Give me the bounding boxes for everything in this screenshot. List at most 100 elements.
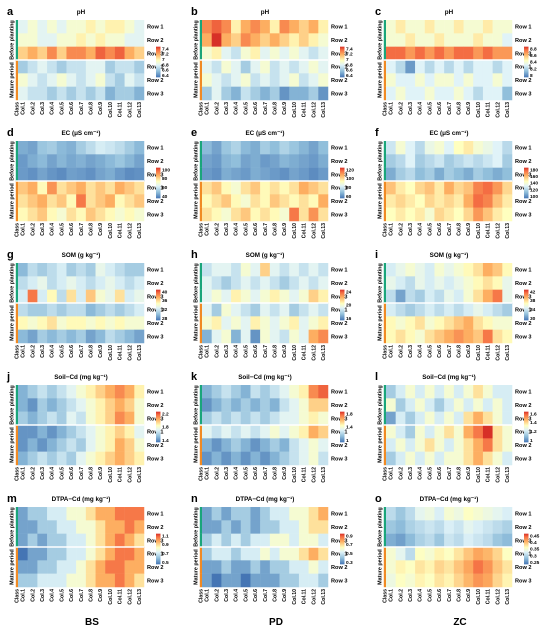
- heatmap-cell: [386, 560, 396, 574]
- heatmap-cell: [76, 425, 87, 439]
- column-label: Col.9: [466, 223, 472, 236]
- heatmap-cell: [250, 263, 261, 277]
- heatmap-cell: [105, 167, 116, 182]
- column-label: Class: [15, 223, 21, 237]
- heatmap-cell: [260, 46, 271, 61]
- heatmap-cell: [37, 276, 48, 290]
- column-label: Col.5: [243, 223, 249, 236]
- heatmap-cell: [211, 560, 222, 574]
- heatmap-cell: [95, 194, 106, 208]
- heatmap-cell: [47, 303, 58, 317]
- heatmap-cell: [415, 167, 426, 182]
- class-strip-cell: [199, 329, 202, 344]
- class-strip-cell: [15, 398, 18, 412]
- heatmap-cell: [27, 276, 38, 290]
- column-label: Col.5: [59, 223, 65, 236]
- heatmap-cell: [202, 507, 212, 521]
- heatmap-cell: [27, 438, 38, 452]
- heatmap-cell: [231, 154, 242, 168]
- legend-bar: [156, 289, 161, 321]
- class-strip-cell: [199, 520, 202, 534]
- heatmap-cell: [221, 425, 232, 439]
- heatmap-cell: [502, 411, 513, 426]
- heatmap-cell: [444, 73, 455, 87]
- heatmap-cell: [37, 46, 48, 61]
- heatmap-cell: [56, 46, 67, 61]
- legend-tick: 6.8: [162, 62, 169, 68]
- heatmap-cell: [231, 451, 242, 466]
- heatmap-cell: [124, 411, 135, 426]
- heatmap-cell: [386, 289, 396, 304]
- class-strip-cell: [15, 547, 18, 561]
- heatmap-cell: [211, 520, 222, 534]
- heatmap-cell: [134, 533, 145, 548]
- class-strip-cell: [383, 154, 386, 168]
- heatmap-cell: [231, 398, 242, 412]
- heatmap-cell: [114, 20, 125, 34]
- heatmap-cell: [27, 207, 38, 222]
- column-label: Col.12: [127, 589, 133, 605]
- heatmap-cell: [202, 289, 212, 304]
- column-label: Col.4: [234, 223, 240, 236]
- column-label: Class: [383, 467, 389, 481]
- panel-title: SOM (g kg⁻¹): [62, 252, 101, 259]
- heatmap-cell: [453, 520, 464, 534]
- row-label: Row 1: [515, 186, 531, 192]
- heatmap-cell: [415, 520, 426, 534]
- heatmap-cell: [318, 385, 329, 399]
- row-label: Row 1: [147, 552, 163, 558]
- heatmap-cell: [453, 263, 464, 277]
- column-label: Col.13: [505, 467, 511, 483]
- panel-title: EC (μS cm⁻¹): [61, 130, 100, 137]
- heatmap-cell: [211, 86, 222, 101]
- column-label: Col.9: [466, 467, 472, 480]
- heatmap-cell: [85, 46, 96, 61]
- heatmap-cell: [289, 520, 300, 534]
- column-label: Col.2: [30, 102, 36, 115]
- heatmap-cell: [105, 438, 116, 452]
- class-strip-cell: [15, 73, 18, 87]
- heatmap-cell: [211, 46, 222, 61]
- heatmap-cell: [463, 207, 474, 222]
- column-label: Col.11: [118, 589, 124, 604]
- heatmap-cell: [114, 289, 125, 304]
- class-strip-cell: [199, 60, 202, 74]
- heatmap-cell: [85, 303, 96, 317]
- heatmap-cell: [279, 520, 290, 534]
- column-label: Class: [15, 589, 21, 603]
- heatmap-cell: [231, 438, 242, 452]
- heatmap-cell: [453, 181, 464, 195]
- column-label: Col.6: [69, 102, 75, 115]
- heatmap-cell: [492, 438, 503, 452]
- heatmap-cell: [318, 33, 329, 47]
- heatmap-cell: [482, 507, 493, 521]
- heatmap-cell: [395, 398, 406, 412]
- legend-bar: [156, 411, 161, 443]
- row-label: Row 2: [147, 159, 163, 165]
- heatmap-cell: [202, 46, 212, 61]
- heatmap-cell: [386, 507, 396, 521]
- group-label: Mature period: [378, 183, 384, 219]
- heatmap-cell: [134, 263, 145, 277]
- column-label: Class: [199, 223, 205, 237]
- group-label: Mature period: [194, 549, 200, 585]
- class-strip-cell: [383, 425, 386, 439]
- heatmap-cell: [405, 181, 416, 195]
- row-label: Row 1: [147, 146, 163, 152]
- class-strip-cell: [199, 167, 202, 182]
- panel-title: pH: [261, 9, 270, 16]
- heatmap-cell: [231, 411, 242, 426]
- heatmap-cell: [250, 33, 261, 47]
- column-label: Col.12: [495, 589, 501, 605]
- heatmap-cell: [502, 398, 513, 412]
- class-strip-cell: [15, 573, 18, 588]
- column-label: Col.12: [311, 345, 317, 361]
- heatmap-cell: [47, 520, 58, 534]
- column-label: Col.5: [427, 467, 433, 480]
- heatmap-cell: [298, 289, 309, 304]
- row-label: Row 1: [147, 430, 163, 436]
- heatmap-cell: [444, 60, 455, 74]
- heatmap-cell: [434, 451, 445, 466]
- heatmap-cell: [85, 181, 96, 195]
